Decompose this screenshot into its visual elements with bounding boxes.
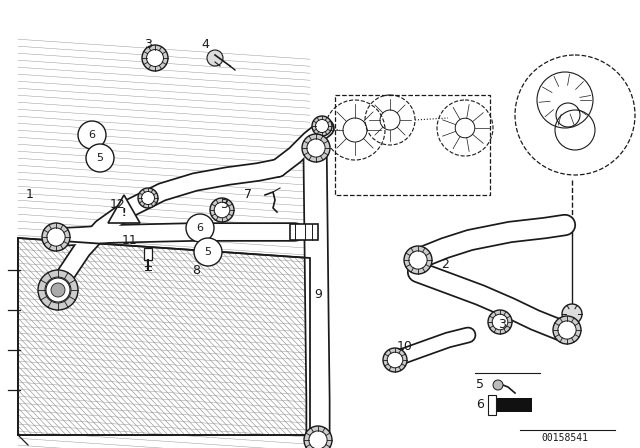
Text: 6: 6 <box>88 130 95 140</box>
Text: 3: 3 <box>498 319 506 332</box>
Bar <box>488 395 496 415</box>
Circle shape <box>142 45 168 71</box>
Text: 11: 11 <box>122 233 138 246</box>
Circle shape <box>404 246 432 274</box>
Circle shape <box>210 198 234 222</box>
Circle shape <box>409 251 427 269</box>
Circle shape <box>86 144 114 172</box>
Bar <box>144 248 152 260</box>
Circle shape <box>558 321 576 339</box>
Circle shape <box>493 380 503 390</box>
Polygon shape <box>108 195 140 223</box>
Text: 5: 5 <box>97 153 104 163</box>
Bar <box>290 224 318 240</box>
Circle shape <box>214 202 230 218</box>
Text: 7: 7 <box>244 189 252 202</box>
Text: 8: 8 <box>192 263 200 276</box>
Circle shape <box>46 278 70 302</box>
Circle shape <box>312 116 332 136</box>
Circle shape <box>492 314 508 330</box>
Circle shape <box>207 50 223 66</box>
Text: 9: 9 <box>314 289 322 302</box>
Text: 6: 6 <box>196 223 204 233</box>
Circle shape <box>78 121 106 149</box>
Text: 6: 6 <box>476 399 484 412</box>
Circle shape <box>387 352 403 368</box>
Text: 12: 12 <box>110 198 126 211</box>
Circle shape <box>45 277 71 303</box>
Text: 5: 5 <box>476 379 484 392</box>
Circle shape <box>304 426 332 448</box>
Circle shape <box>488 310 512 334</box>
Circle shape <box>141 191 154 204</box>
Polygon shape <box>18 238 310 435</box>
Circle shape <box>38 270 78 310</box>
Text: 4: 4 <box>201 39 209 52</box>
Circle shape <box>186 214 214 242</box>
Circle shape <box>138 188 158 208</box>
Text: 2: 2 <box>441 258 449 271</box>
Circle shape <box>302 134 330 162</box>
Text: 10: 10 <box>397 340 413 353</box>
Circle shape <box>309 431 327 448</box>
Circle shape <box>42 223 70 251</box>
Text: 3: 3 <box>220 198 228 211</box>
Circle shape <box>51 283 65 297</box>
Bar <box>492 398 532 412</box>
Text: 1: 1 <box>26 189 34 202</box>
Text: 5: 5 <box>205 247 211 257</box>
Circle shape <box>562 304 582 324</box>
Text: 00158541: 00158541 <box>541 433 589 443</box>
Circle shape <box>47 228 65 246</box>
Text: !: ! <box>122 208 126 218</box>
Circle shape <box>147 50 163 66</box>
Bar <box>335 95 490 195</box>
Circle shape <box>194 238 222 266</box>
Circle shape <box>307 139 325 157</box>
Text: 3: 3 <box>144 39 152 52</box>
Circle shape <box>316 120 328 133</box>
Circle shape <box>553 316 581 344</box>
Circle shape <box>383 348 407 372</box>
